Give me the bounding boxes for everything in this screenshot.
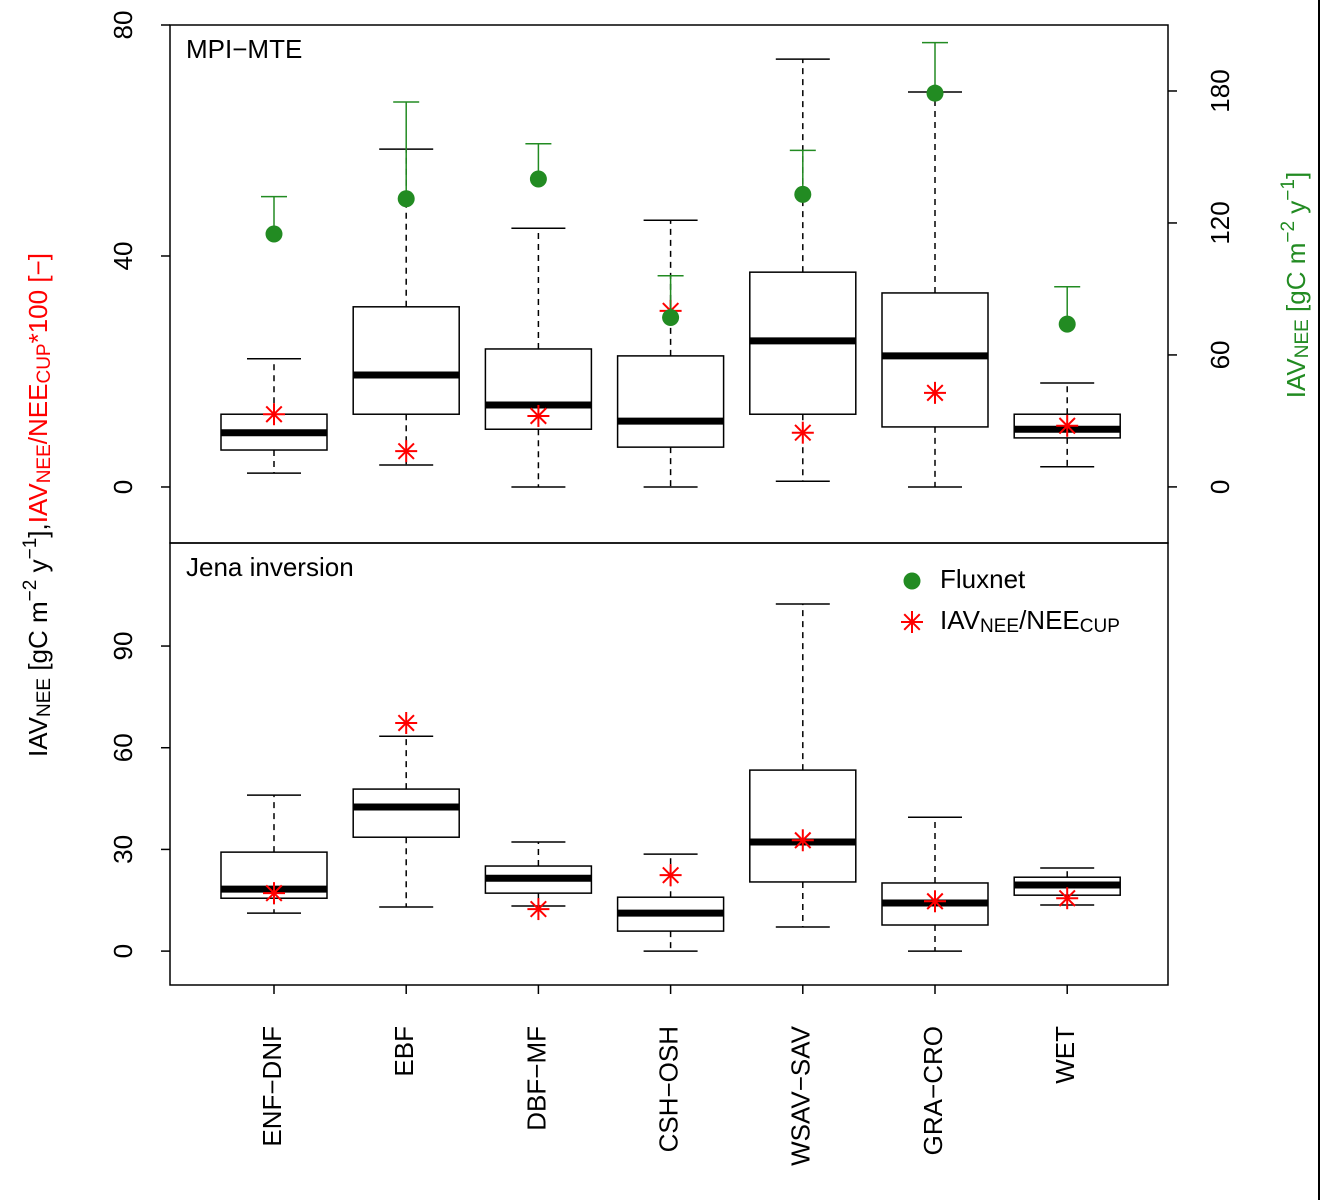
y2-tick-label: 60 — [1205, 340, 1235, 369]
y-tick-label: 0 — [108, 944, 138, 958]
box — [881, 292, 989, 428]
star-ray — [662, 866, 680, 884]
star-ray — [265, 884, 283, 902]
label-part: /NEE — [23, 384, 53, 445]
x-tick-label: GRA−CRO — [918, 1026, 948, 1155]
label-part: NEE — [34, 444, 55, 483]
label-part: NEE — [1292, 319, 1313, 358]
star-point — [791, 829, 814, 852]
point — [265, 225, 283, 243]
y2-tick-label: 0 — [1205, 480, 1235, 494]
box — [749, 769, 857, 883]
point — [1058, 315, 1076, 333]
star-point — [527, 898, 550, 921]
y-tick-label: 60 — [108, 733, 138, 762]
x-tick-label: WET — [1050, 1026, 1080, 1084]
label-part: −1 — [20, 538, 41, 560]
panel-title: Jena inversion — [186, 552, 354, 582]
label-part: IAV — [1281, 358, 1311, 399]
label-part: [gC m — [1281, 243, 1311, 320]
star-point — [924, 381, 946, 404]
point — [794, 185, 812, 203]
label-part: /NEE — [1019, 605, 1080, 635]
star-ray — [397, 714, 415, 732]
axis-label: Fluxnet — [940, 564, 1026, 594]
label-part: −2 — [1278, 221, 1299, 243]
label-part: IAV — [23, 483, 53, 524]
star-point — [659, 864, 682, 887]
label-part: NEE — [980, 616, 1019, 637]
x-tick-label: CSH−OSH — [653, 1026, 683, 1152]
y-tick-label: 0 — [108, 480, 138, 494]
star-point — [263, 882, 285, 905]
point — [662, 309, 680, 327]
star-ray — [1058, 889, 1076, 907]
star-ray — [926, 892, 944, 910]
y-tick-label: 40 — [108, 242, 138, 271]
star-point — [395, 711, 418, 734]
star-point — [924, 890, 946, 913]
star-ray — [529, 900, 547, 918]
axis-label: IAVNEE/NEECUP — [940, 605, 1120, 637]
star-point — [1056, 414, 1079, 437]
star-point — [395, 440, 418, 463]
y-tick-label: 30 — [108, 835, 138, 864]
axis-label: IAVNEE [gC m−2 y−1],IAVNEE/NEECUP*100 [−… — [20, 253, 54, 757]
point — [926, 84, 944, 102]
star-ray — [794, 831, 812, 849]
point — [397, 190, 415, 208]
label-part: ], — [23, 523, 53, 537]
star-ray — [794, 424, 812, 442]
panel-title: MPI−MTE — [186, 34, 302, 64]
legend-marker — [903, 572, 921, 590]
label-part: ] — [1281, 172, 1311, 179]
star-ray — [397, 442, 415, 460]
point — [529, 170, 547, 188]
star-point — [1056, 887, 1079, 910]
x-tick-label: WSAV−SAV — [786, 1025, 816, 1166]
label-part: [gC m — [23, 601, 53, 678]
label-part: NEE — [34, 678, 55, 717]
box — [616, 355, 725, 448]
y-tick-label: 90 — [108, 632, 138, 661]
box — [352, 306, 460, 415]
box — [352, 788, 460, 838]
label-part: −1 — [1278, 179, 1299, 201]
star-ray — [1058, 417, 1076, 435]
label-part: *100 [−] — [23, 253, 53, 343]
star-ray — [529, 407, 547, 425]
label-part: IAV — [940, 605, 981, 635]
label-part: y — [1281, 201, 1311, 221]
y2-tick-label: 120 — [1205, 201, 1235, 244]
y-tick-label: 80 — [108, 11, 138, 40]
label-part: IAV — [23, 716, 53, 757]
star-ray — [265, 405, 283, 423]
star-point — [527, 404, 550, 427]
star-point — [791, 421, 814, 444]
label-part: y — [23, 559, 53, 579]
label-part: Fluxnet — [940, 564, 1026, 594]
y2-tick-label: 180 — [1205, 69, 1235, 112]
star-point — [263, 403, 285, 426]
star-ray — [926, 384, 944, 402]
axis-label: IAVNEE [gC m−2 y−1] — [1278, 172, 1312, 398]
x-tick-label: ENF−DNF — [257, 1026, 287, 1147]
label-part: −2 — [20, 580, 41, 602]
label-part: CUP — [1080, 616, 1120, 637]
plot-frame — [169, 542, 1169, 986]
star-ray — [903, 613, 921, 631]
legend-marker — [901, 611, 923, 633]
x-tick-label: EBF — [389, 1026, 419, 1077]
label-part: CUP — [34, 343, 55, 383]
x-tick-label: DBF−MF — [521, 1026, 551, 1131]
